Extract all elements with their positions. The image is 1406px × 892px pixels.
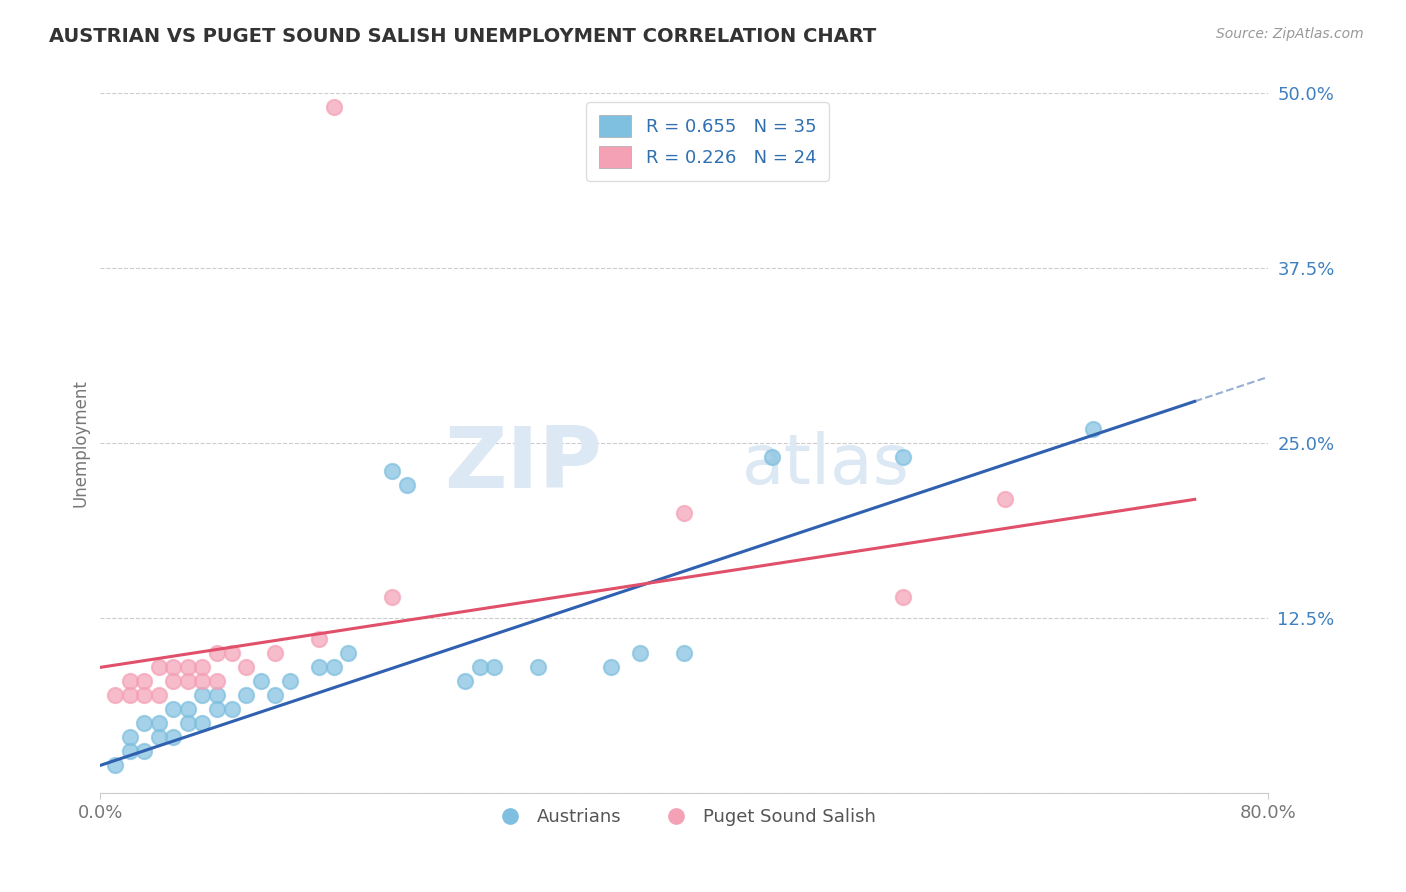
Point bbox=[381, 464, 404, 478]
Point bbox=[308, 660, 330, 674]
Point bbox=[104, 758, 127, 772]
Point bbox=[162, 702, 184, 716]
Point bbox=[118, 731, 141, 745]
Y-axis label: Unemployment: Unemployment bbox=[72, 379, 89, 508]
Point bbox=[891, 591, 914, 605]
Point bbox=[264, 689, 287, 703]
Point bbox=[235, 660, 257, 674]
Point bbox=[148, 689, 170, 703]
Point bbox=[672, 646, 695, 660]
Point bbox=[468, 660, 491, 674]
Point bbox=[205, 689, 228, 703]
Point bbox=[205, 702, 228, 716]
Point bbox=[191, 674, 214, 689]
Point bbox=[221, 702, 243, 716]
Point bbox=[250, 674, 273, 689]
Point bbox=[148, 731, 170, 745]
Point bbox=[322, 660, 344, 674]
Point bbox=[104, 689, 127, 703]
Point bbox=[118, 689, 141, 703]
Point bbox=[672, 507, 695, 521]
Text: ZIP: ZIP bbox=[444, 423, 602, 506]
Point bbox=[891, 450, 914, 465]
Point bbox=[162, 660, 184, 674]
Point bbox=[191, 716, 214, 731]
Point bbox=[600, 660, 623, 674]
Point bbox=[177, 674, 200, 689]
Point bbox=[308, 632, 330, 647]
Point bbox=[134, 674, 156, 689]
Text: Source: ZipAtlas.com: Source: ZipAtlas.com bbox=[1216, 27, 1364, 41]
Point bbox=[118, 744, 141, 758]
Text: AUSTRIAN VS PUGET SOUND SALISH UNEMPLOYMENT CORRELATION CHART: AUSTRIAN VS PUGET SOUND SALISH UNEMPLOYM… bbox=[49, 27, 876, 45]
Point bbox=[148, 716, 170, 731]
Legend: Austrians, Puget Sound Salish: Austrians, Puget Sound Salish bbox=[485, 801, 883, 833]
Point bbox=[134, 716, 156, 731]
Point bbox=[484, 660, 506, 674]
Point bbox=[322, 100, 344, 114]
Point bbox=[454, 674, 477, 689]
Point bbox=[177, 660, 200, 674]
Text: atlas: atlas bbox=[742, 431, 910, 498]
Point bbox=[177, 716, 200, 731]
Point bbox=[191, 689, 214, 703]
Point bbox=[278, 674, 301, 689]
Point bbox=[761, 450, 783, 465]
Point bbox=[191, 660, 214, 674]
Point bbox=[134, 689, 156, 703]
Point bbox=[235, 689, 257, 703]
Point bbox=[337, 646, 360, 660]
Point bbox=[162, 731, 184, 745]
Point bbox=[205, 674, 228, 689]
Point bbox=[221, 646, 243, 660]
Point bbox=[148, 660, 170, 674]
Point bbox=[134, 744, 156, 758]
Point bbox=[118, 674, 141, 689]
Point bbox=[395, 478, 418, 492]
Point bbox=[628, 646, 651, 660]
Point bbox=[1081, 422, 1104, 436]
Point bbox=[162, 674, 184, 689]
Point bbox=[264, 646, 287, 660]
Point bbox=[205, 646, 228, 660]
Point bbox=[527, 660, 550, 674]
Point bbox=[177, 702, 200, 716]
Point bbox=[381, 591, 404, 605]
Point bbox=[994, 492, 1017, 507]
